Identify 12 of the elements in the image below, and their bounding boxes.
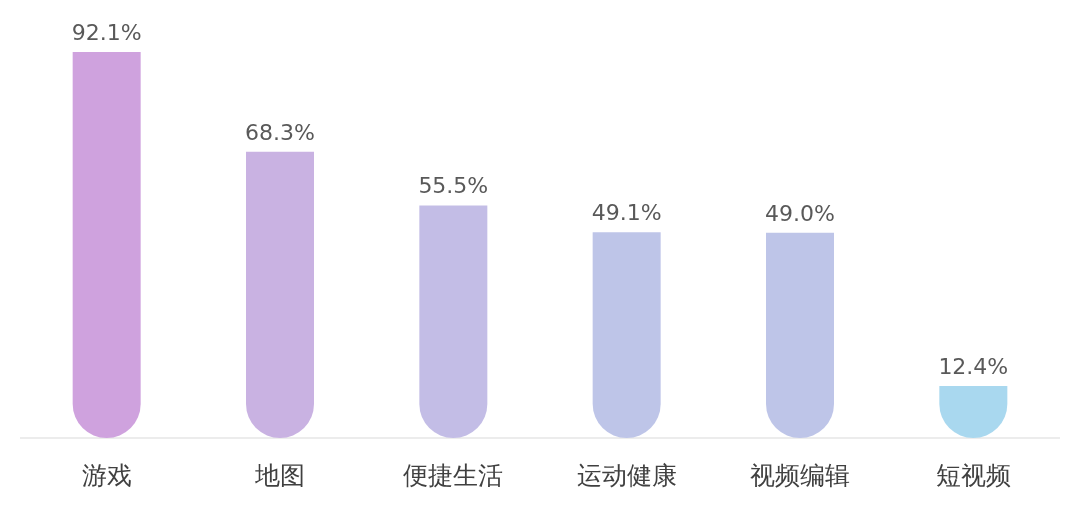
x-tick-label: 运动健康 <box>576 461 677 490</box>
data-label: 68.3% <box>245 119 315 145</box>
x-tick-label: 游戏 <box>81 461 132 490</box>
data-label: 92.1% <box>71 20 142 45</box>
data-label: 12.4% <box>938 354 1009 380</box>
x-tick-label: 地图 <box>254 461 305 490</box>
x-tick-label: 便捷生活 <box>403 461 504 490</box>
data-label: 49.1% <box>591 200 662 226</box>
x-tick-label: 短视频 <box>935 461 1011 490</box>
x-tick-label: 视频编辑 <box>750 461 850 490</box>
data-label: 49.0% <box>765 200 835 226</box>
data-label: 55.5% <box>418 173 489 199</box>
